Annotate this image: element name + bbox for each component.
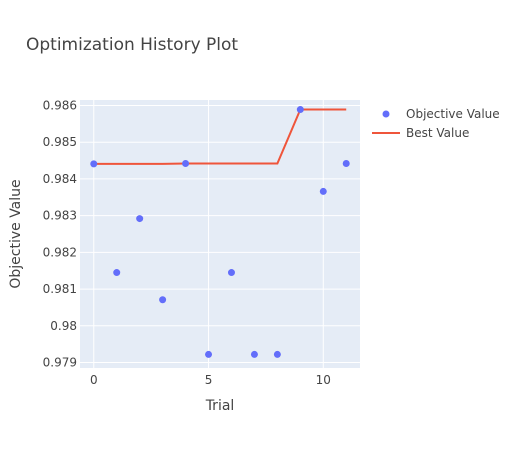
data-point[interactable]	[136, 215, 144, 223]
x-tick-label: 5	[205, 373, 213, 387]
y-axis-title: Objective Value	[8, 179, 24, 288]
plot-area	[80, 100, 360, 368]
y-axis-ticks: 0.979 0.98 0.981 0.982 0.983 0.984 0.985 0.986	[43, 99, 77, 370]
data-point[interactable]	[113, 269, 121, 277]
data-point[interactable]	[296, 106, 304, 114]
legend[interactable]: Objective Value Best Value	[372, 107, 500, 140]
y-tick-label: 0.984	[43, 172, 77, 186]
y-tick-label: 0.98	[50, 319, 77, 333]
best-value-line	[93, 108, 347, 165]
data-point[interactable]	[250, 350, 258, 358]
data-point[interactable]	[273, 350, 281, 358]
data-point[interactable]	[182, 160, 190, 168]
data-point[interactable]	[342, 160, 350, 168]
data-point[interactable]	[205, 350, 213, 358]
chart-title: Optimization History Plot	[26, 35, 238, 55]
data-point[interactable]	[159, 296, 167, 304]
y-tick-label: 0.982	[43, 245, 77, 259]
legend-item-objective-value[interactable]: Objective Value	[382, 107, 500, 121]
legend-label-best-value: Best Value	[406, 126, 469, 140]
y-tick-label: 0.979	[43, 355, 77, 369]
data-point[interactable]	[319, 187, 327, 195]
legend-item-best-value[interactable]: Best Value	[372, 126, 469, 140]
data-point[interactable]	[227, 269, 235, 277]
x-axis-title: Trial	[205, 398, 235, 414]
y-tick-label: 0.983	[43, 209, 77, 223]
legend-label-objective-value: Objective Value	[406, 107, 500, 121]
data-point[interactable]	[90, 160, 98, 168]
y-gridlines	[80, 105, 360, 363]
best-value-series	[93, 108, 347, 165]
legend-marker-objective-value	[382, 110, 390, 118]
x-tick-label: 10	[316, 373, 331, 387]
y-tick-label: 0.981	[43, 282, 77, 296]
x-tick-label: 0	[90, 373, 98, 387]
y-tick-label: 0.985	[43, 135, 77, 149]
y-tick-label: 0.986	[43, 99, 77, 113]
x-axis-ticks: 0 5 10	[90, 373, 331, 387]
x-gridlines	[93, 100, 324, 368]
objective-value-series	[90, 106, 350, 358]
